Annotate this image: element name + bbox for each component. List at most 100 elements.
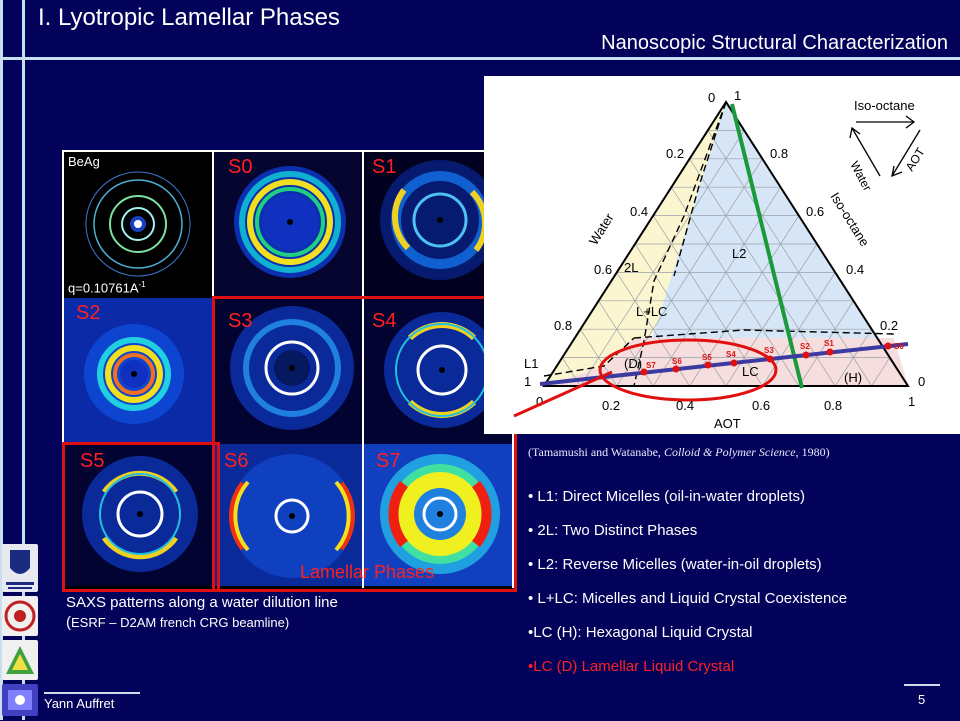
label-s3: S3 bbox=[228, 310, 253, 332]
right-tick-1: 0.6 bbox=[806, 204, 824, 219]
sample-label-s1: S1 bbox=[824, 339, 834, 348]
lab-logo-2 bbox=[2, 640, 38, 680]
green-dilution-line bbox=[730, 103, 804, 389]
top-label-0: 0 bbox=[708, 90, 715, 105]
tile-s7 bbox=[364, 444, 512, 592]
axis-title-isooctane: Iso-octane bbox=[827, 190, 872, 249]
lab-logo-1 bbox=[2, 596, 38, 636]
legend-arrow-right bbox=[891, 129, 921, 177]
label-s7: S7 bbox=[376, 450, 401, 472]
region-label-l-lc: L+LC bbox=[636, 304, 667, 319]
sample-label-s6: S6 bbox=[672, 357, 682, 366]
diagram-tick-labels: 0 1 0.2 0.4 0.6 0.8 1 0.8 0.6 0.4 0.2 0 … bbox=[524, 88, 925, 413]
region-labels: 2L L2 L+LC L1 (D) LC (H) bbox=[524, 246, 862, 385]
s7-pattern bbox=[364, 444, 512, 586]
axis-title-water: Water bbox=[586, 210, 617, 248]
label-s1: S1 bbox=[372, 156, 397, 178]
legend-item-lc-d: •LC (D) Lamellar Liquid Crystal bbox=[528, 658, 735, 675]
lamellar-region-ellipse bbox=[598, 338, 778, 402]
lamellar-highlight-box bbox=[212, 296, 517, 592]
sample-label-s2: S2 bbox=[800, 342, 810, 351]
label-s6: S6 bbox=[224, 450, 249, 472]
legend-water: Water bbox=[847, 159, 874, 193]
sample-point-s0 bbox=[884, 342, 892, 350]
s5-pattern bbox=[64, 444, 212, 586]
beag-label: BeAg bbox=[68, 154, 100, 169]
saxs-caption-line2: (ESRF – D2AM french CRG beamline) bbox=[66, 614, 290, 631]
right-tick-4: 0 bbox=[918, 374, 925, 389]
left-tick-3: 0.8 bbox=[554, 318, 572, 333]
s6-pattern bbox=[214, 444, 362, 586]
slide-title: I. Lyotropic Lamellar Phases bbox=[38, 4, 340, 31]
sample-point-s6 bbox=[672, 365, 680, 373]
bottom-tick-5: 1 bbox=[908, 394, 915, 409]
sample-label-s3: S3 bbox=[764, 346, 774, 355]
triangle-outline bbox=[542, 100, 910, 387]
axis-title-aot: AOT bbox=[714, 416, 741, 431]
left-tick-0: 0.2 bbox=[666, 146, 684, 161]
tile-s0 bbox=[214, 152, 362, 300]
page-number: 5 bbox=[918, 692, 926, 707]
sample-point-s5 bbox=[704, 361, 712, 369]
right-tick-2: 0.4 bbox=[846, 262, 864, 277]
sample-label-s7: S7 bbox=[646, 361, 656, 370]
grid-line bbox=[671, 187, 800, 387]
left-tick-4: 1 bbox=[524, 374, 531, 389]
label-s0: S0 bbox=[228, 156, 253, 178]
boundary-dashed-3 bbox=[633, 329, 895, 339]
tile-s2 bbox=[64, 298, 212, 446]
boundary-dashed-2 bbox=[673, 101, 727, 277]
tile-s6 bbox=[214, 444, 362, 592]
sample-point-s2 bbox=[802, 351, 810, 359]
sample-label-s5: S5 bbox=[702, 353, 712, 362]
left-edge-line bbox=[0, 0, 3, 720]
legend-arrowhead-top bbox=[905, 115, 916, 129]
region-label-2l: 2L bbox=[624, 260, 638, 275]
legend-arrowhead-right bbox=[891, 165, 903, 178]
bottom-tick-0: 0 bbox=[536, 394, 543, 409]
top-label-1: 1 bbox=[734, 88, 741, 103]
region-label-d: (D) bbox=[624, 356, 642, 371]
tile-s3 bbox=[214, 298, 362, 446]
lamellar-highlight-box-s5 bbox=[62, 442, 220, 592]
header-divider bbox=[0, 57, 960, 60]
footer-author: Yann Auffret bbox=[44, 696, 115, 711]
boundary-dashed-1 bbox=[633, 101, 727, 387]
legend-arrowhead-left bbox=[849, 126, 861, 139]
q-value-label: q=0.10761A-1 bbox=[68, 280, 146, 296]
ternary-phase-diagram: S7 S6 S5 S4 S3 S2 S1 S0 0 1 0.2 0.4 0.6 … bbox=[524, 88, 928, 431]
lamellar-phases-label: Lamellar Phases bbox=[300, 562, 435, 582]
legend-item-l-lc: • L+LC: Micelles and Liquid Crystal Coex… bbox=[528, 590, 848, 607]
grid-line bbox=[580, 130, 745, 387]
grid-line bbox=[871, 357, 891, 387]
bottom-tick-1: 0.2 bbox=[602, 398, 620, 413]
region-label-l2: L2 bbox=[732, 246, 746, 261]
left-tick-1: 0.4 bbox=[630, 204, 648, 219]
label-s2: S2 bbox=[76, 302, 101, 324]
s3-pattern bbox=[214, 298, 362, 446]
tile-beag: BeAg q=0.10761A-1 bbox=[64, 152, 212, 300]
bottom-tick-2: 0.4 bbox=[676, 398, 694, 413]
region-label-l1: L1 bbox=[524, 356, 538, 371]
tile-s5 bbox=[64, 444, 212, 592]
bottom-tick-4: 0.8 bbox=[824, 398, 842, 413]
slide-subtitle: Nanoscopic Structural Characterization bbox=[601, 32, 948, 54]
label-s4: S4 bbox=[372, 310, 397, 332]
saxs-caption-line1: SAXS patterns along a water dilution lin… bbox=[66, 594, 338, 611]
left-tick-2: 0.6 bbox=[594, 262, 612, 277]
legend-arrow-left bbox=[851, 127, 881, 177]
grid-line bbox=[707, 130, 872, 387]
footer-rule-right bbox=[904, 684, 940, 686]
legend-item-lc-h: •LC (H): Hexagonal Liquid Crystal bbox=[528, 624, 753, 641]
boundary-dashed-4 bbox=[543, 337, 635, 377]
legend-item-l1: • L1: Direct Micelles (oil-in-water drop… bbox=[528, 488, 805, 505]
ternary-grid bbox=[561, 130, 891, 387]
sample-point-s7 bbox=[640, 368, 648, 376]
component-legend: Iso-octane Water AOT bbox=[847, 98, 928, 193]
right-tick-3: 0.2 bbox=[880, 318, 898, 333]
left-divider bbox=[22, 0, 25, 720]
s0-pattern bbox=[214, 152, 362, 300]
university-logo bbox=[2, 544, 38, 592]
sample-point-s1 bbox=[826, 348, 834, 356]
grid-line bbox=[798, 300, 854, 387]
